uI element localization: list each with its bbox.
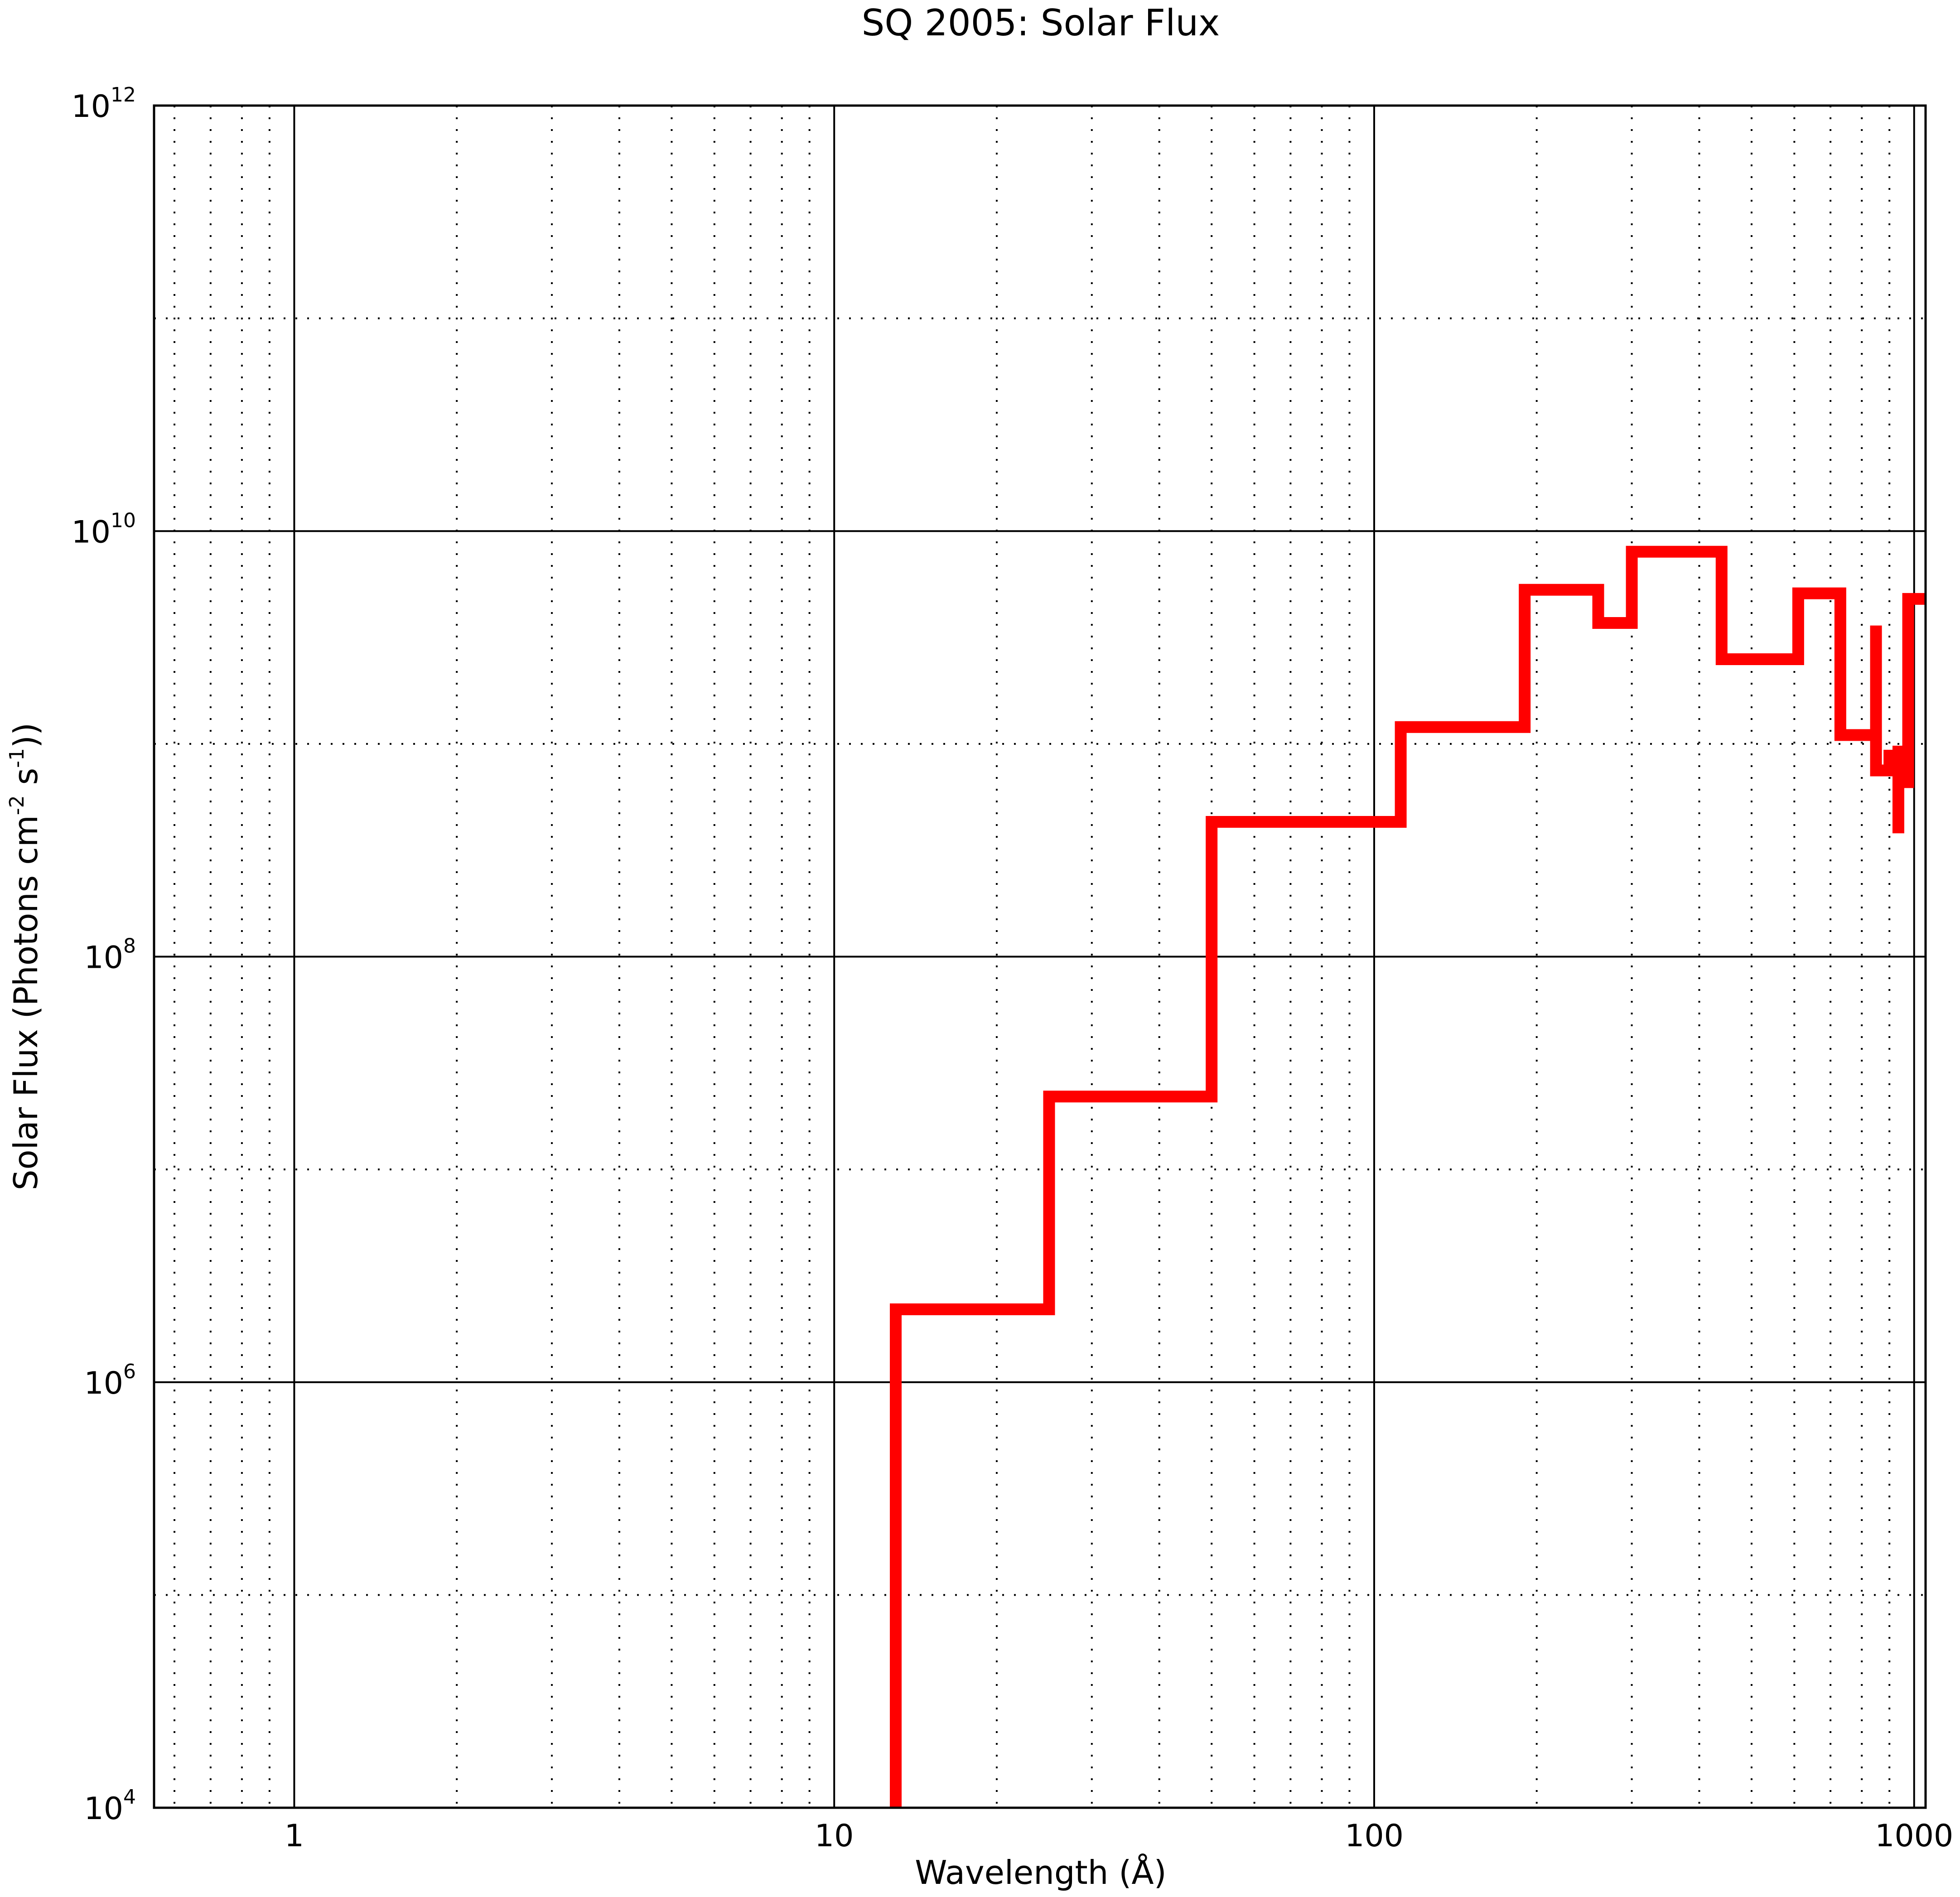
y-tick-base: 10: [71, 89, 111, 125]
x-axis-ticks: 1 10 100 1000: [285, 1818, 1953, 1854]
chart-title: SQ 2005: Solar Flux: [862, 2, 1220, 44]
y-tick-base: 10: [84, 940, 123, 976]
y-axis-label-exp2: -1: [5, 748, 29, 768]
y-tick-label: 104: [84, 1786, 136, 1827]
flux-series-line: [890, 545, 1926, 1808]
x-tick-label: 10: [815, 1818, 854, 1854]
y-axis-label-exp1: -2: [5, 795, 29, 815]
y-axis-label-mid: s: [7, 768, 45, 795]
y-tick-base: 10: [84, 1791, 123, 1827]
plot-frame: [153, 104, 1927, 1809]
y-tick-exponent: 6: [123, 1360, 136, 1383]
y-axis-label-prefix: Solar Flux (Photons cm: [7, 815, 45, 1190]
y-tick-exponent: 10: [111, 509, 136, 532]
y-axis-label: Solar Flux (Photons cm-2 s-1)): [5, 723, 45, 1190]
x-tick-label: 100: [1345, 1818, 1404, 1854]
x-tick-label: 1000: [1875, 1818, 1953, 1854]
minor-grid: [154, 106, 1926, 1808]
series-layer: [890, 545, 1926, 1808]
x-tick-label: 1: [285, 1818, 304, 1854]
y-tick-exponent: 4: [123, 1786, 136, 1809]
y-tick-exponent: 8: [123, 935, 136, 958]
x-axis-label: Wavelength (Å): [915, 1854, 1166, 1892]
y-tick-label: 1012: [71, 83, 136, 125]
y-axis-label-suffix: )): [7, 723, 45, 748]
y-tick-base: 10: [84, 1366, 123, 1401]
y-tick-base: 10: [71, 514, 111, 550]
y-tick-exponent: 12: [111, 83, 136, 106]
y-tick-label: 108: [84, 935, 136, 976]
y-tick-label: 1010: [71, 509, 136, 550]
y-tick-label: 106: [84, 1360, 136, 1401]
